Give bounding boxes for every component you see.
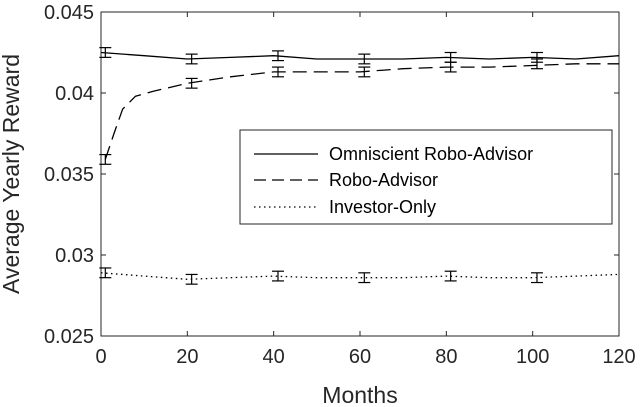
error-bar	[99, 47, 112, 58]
x-tick-label: 40	[263, 346, 285, 368]
error-bar	[358, 66, 371, 78]
error-bar	[444, 270, 457, 282]
legend-label-robo: Robo-Advisor	[329, 170, 438, 190]
error-bar	[444, 61, 457, 73]
error-bar	[185, 53, 198, 65]
error-bar	[99, 153, 112, 165]
error-bar	[99, 267, 112, 279]
x-tick-label: 80	[435, 346, 457, 368]
y-tick-label: 0.035	[44, 164, 94, 186]
legend-box	[239, 129, 613, 225]
y-tick-label: 0.045	[44, 2, 94, 24]
axes-layer: 0 20 40 60 80 100 120 0.025 0.03 0.035 0.04 0.045	[44, 2, 636, 368]
x-axis-label: Months	[322, 382, 397, 407]
x-tick-label: 20	[176, 346, 198, 368]
legend-label-omniscient: Omniscient Robo-Advisor	[329, 144, 533, 164]
error-bar	[358, 53, 371, 65]
error-bar	[271, 66, 284, 78]
series-layer	[99, 47, 620, 285]
legend: Omniscient Robo-Advisor Robo-Advisor Inv…	[239, 129, 613, 225]
error-bar	[185, 77, 198, 89]
error-bar	[185, 273, 198, 285]
error-bar	[530, 272, 543, 284]
legend-label-investor: Investor-Only	[329, 197, 436, 217]
y-tick-label: 0.03	[55, 245, 94, 267]
x-tick-label: 120	[602, 346, 635, 368]
error-bar	[271, 270, 284, 282]
series-line-robo-advisor	[104, 63, 619, 160]
x-tick-label: 60	[349, 346, 371, 368]
error-bar	[271, 50, 284, 62]
y-tick-label: 0.04	[55, 83, 94, 105]
x-tick-label: 100	[516, 346, 549, 368]
error-bar	[358, 272, 371, 284]
error-bar	[530, 58, 543, 70]
x-tick-label: 0	[95, 346, 106, 368]
y-tick-label: 0.025	[44, 326, 94, 348]
y-axis-label: Average Yearly Reward	[0, 54, 24, 294]
series-line-omniscient-robo-advisor	[100, 51, 620, 60]
